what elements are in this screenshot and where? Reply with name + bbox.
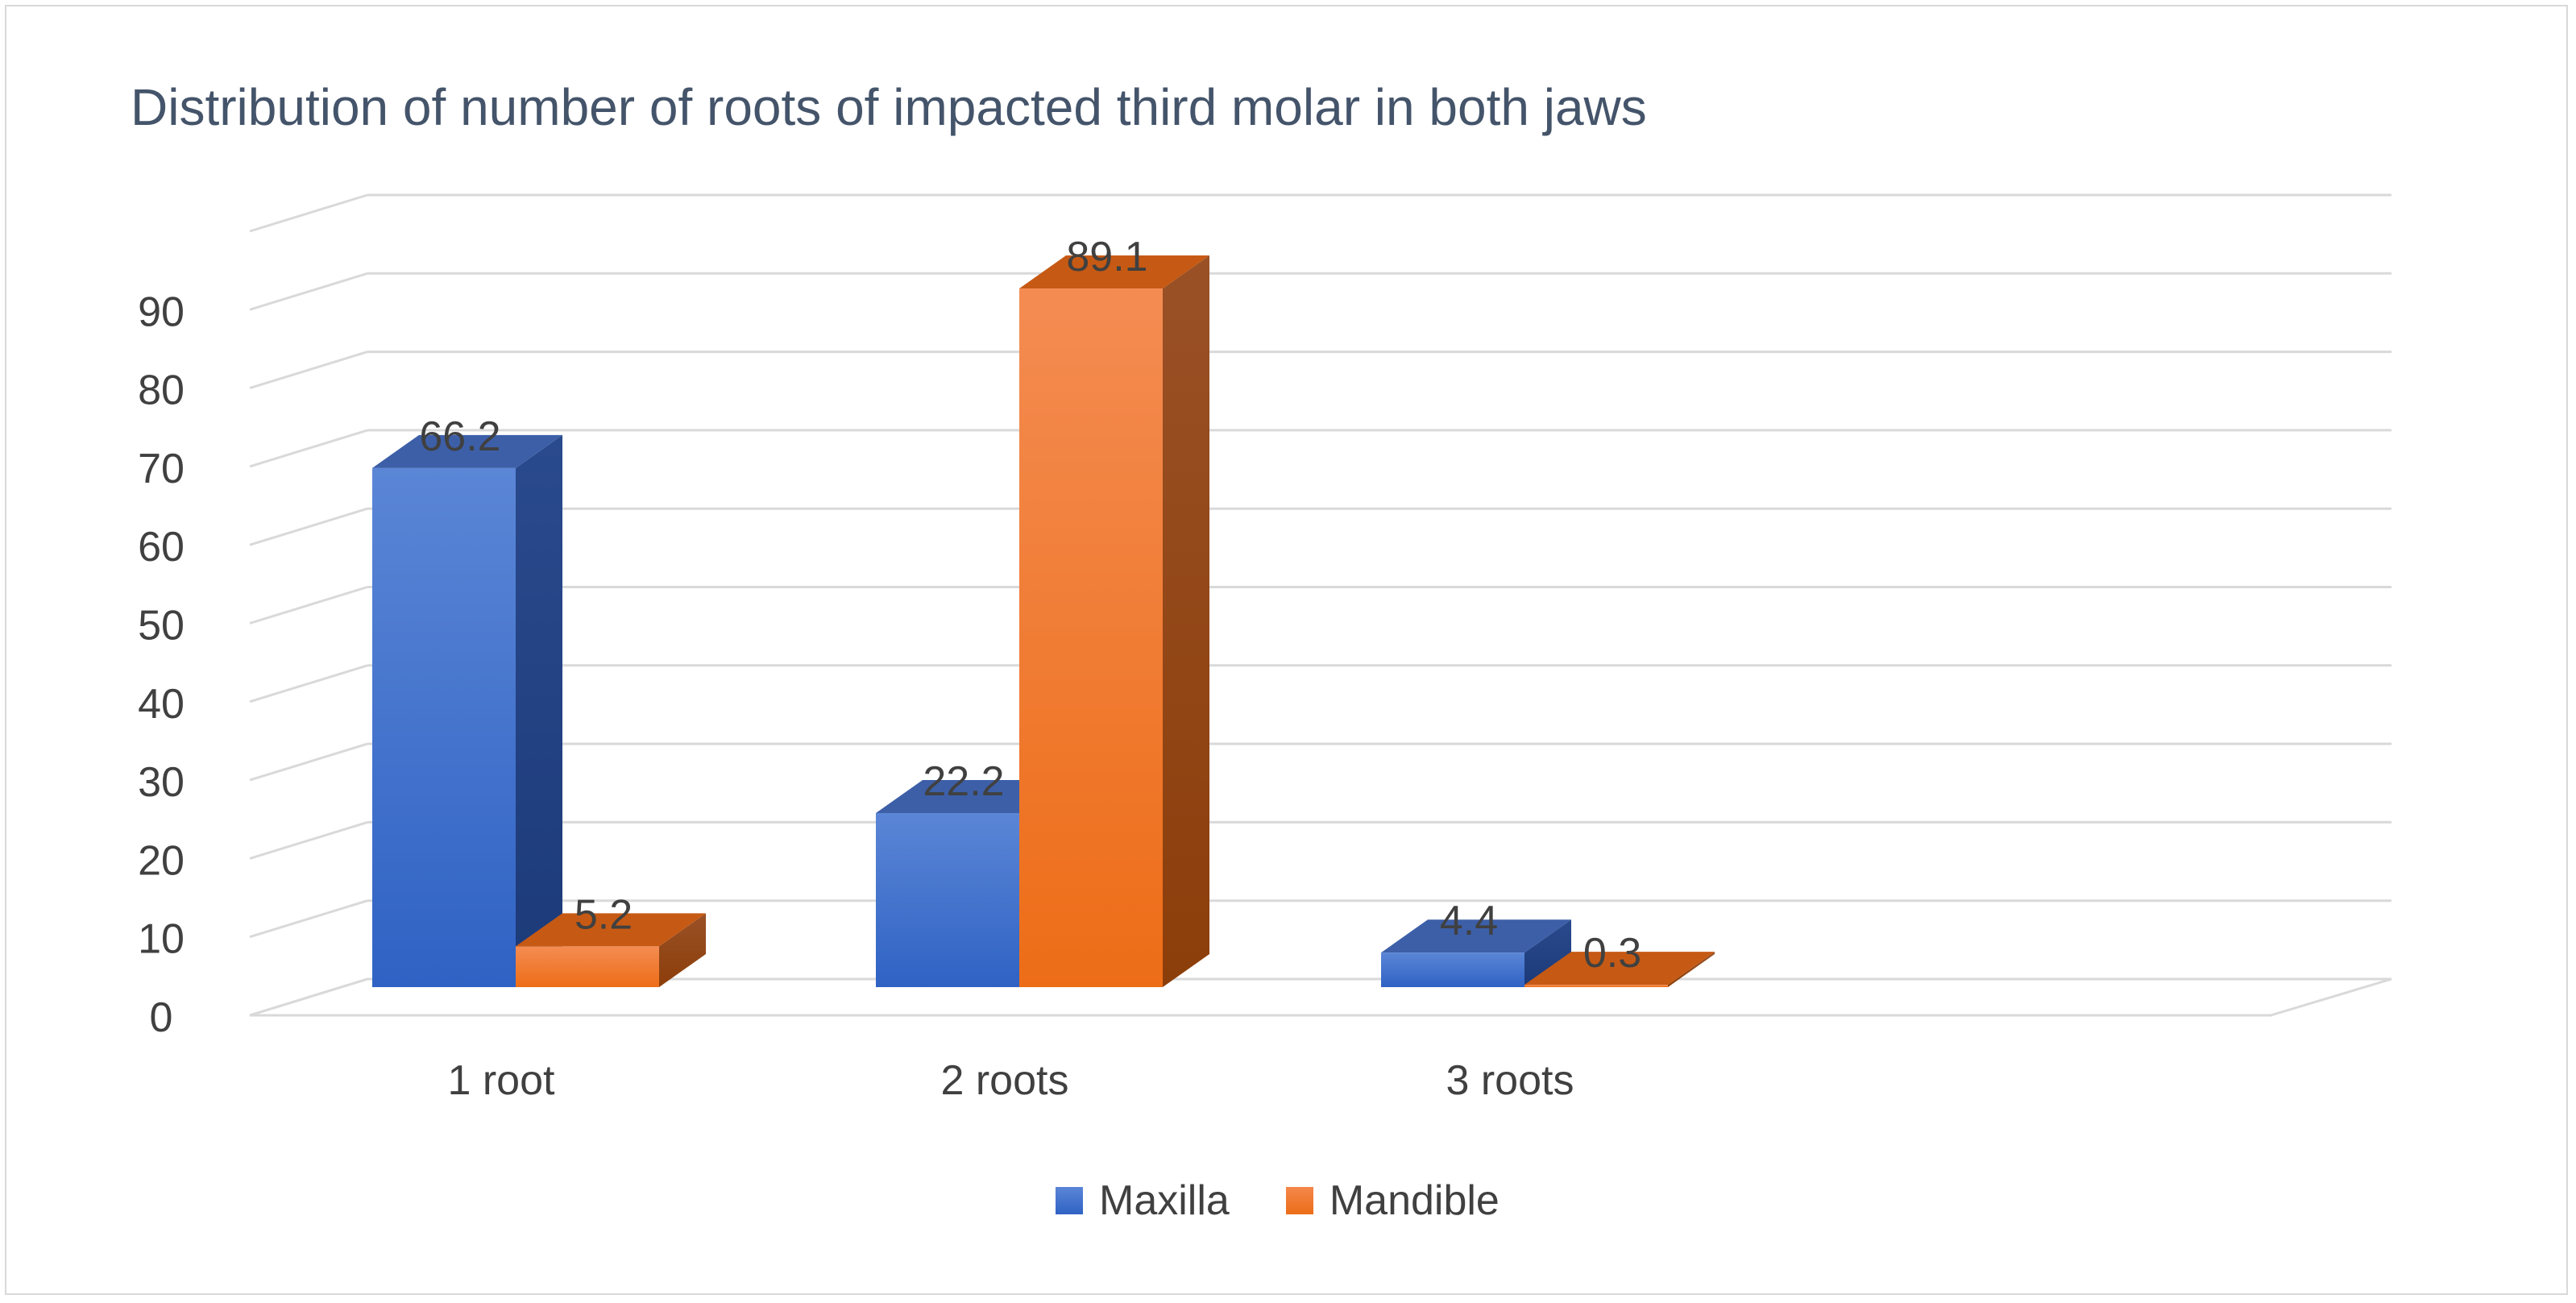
x-tick-label: 2 roots bbox=[941, 1057, 1069, 1104]
y-tick-label: 40 bbox=[138, 681, 185, 728]
bar-side-maxilla-1 bbox=[516, 434, 562, 987]
y-tick-label: 20 bbox=[138, 837, 185, 884]
gridline-side bbox=[249, 429, 368, 468]
y-tick-label: 90 bbox=[138, 288, 185, 335]
gridline-side bbox=[249, 586, 368, 625]
legend-swatch-mandible bbox=[1285, 1187, 1313, 1214]
bar-side-mandible-2 bbox=[1163, 255, 1209, 987]
value-label-mandible-3: 0.3 bbox=[1583, 930, 1641, 977]
legend-label-mandible: Mandible bbox=[1329, 1177, 1500, 1224]
y-tick-label: 50 bbox=[138, 603, 185, 649]
x-tick-label: 3 roots bbox=[1446, 1057, 1574, 1104]
legend-label-maxilla: Maxilla bbox=[1099, 1177, 1230, 1224]
y-tick-label: 80 bbox=[138, 367, 185, 414]
y-tick-label: 30 bbox=[138, 759, 185, 806]
gridline-side bbox=[249, 193, 368, 233]
y-tick-label: 10 bbox=[138, 916, 185, 963]
bar-top-mandible-1 bbox=[516, 913, 706, 947]
bar-side-mandible-1 bbox=[659, 913, 706, 987]
y-tick-label: 70 bbox=[138, 446, 185, 492]
value-label-maxilla-3: 4.4 bbox=[1440, 898, 1498, 944]
y-tick-label: 0 bbox=[150, 994, 173, 1041]
gridline-side bbox=[249, 272, 368, 311]
bar-top-maxilla-3 bbox=[1381, 919, 1571, 953]
gridline-side bbox=[249, 664, 368, 703]
y-tick-label: 60 bbox=[138, 524, 185, 571]
chart-title: Distribution of number of roots of impac… bbox=[131, 78, 1647, 136]
bar-top-mandible-2 bbox=[1019, 255, 1209, 289]
gridline-side bbox=[249, 507, 368, 546]
bar-mandible-1 bbox=[516, 946, 659, 987]
value-label-maxilla-1: 66.2 bbox=[419, 413, 500, 460]
gridline-side bbox=[249, 351, 368, 390]
bar-mandible-3 bbox=[1524, 985, 1668, 987]
bar-top-mandible-3 bbox=[1524, 952, 1715, 986]
value-label-maxilla-2: 22.2 bbox=[923, 758, 1004, 805]
bar-mandible-2 bbox=[1019, 288, 1163, 987]
gridline-side bbox=[249, 820, 368, 860]
bar-maxilla-2 bbox=[876, 812, 1019, 987]
legend: Maxilla Mandible bbox=[1056, 1176, 1556, 1225]
bar-maxilla-3 bbox=[1381, 952, 1524, 987]
value-label-mandible-1: 5.2 bbox=[575, 891, 633, 938]
x-tick-label: 1 root bbox=[448, 1057, 556, 1104]
legend-item-mandible: Mandible bbox=[1285, 1176, 1500, 1225]
bar-top-maxilla-2 bbox=[876, 779, 1066, 813]
bar-top-maxilla-1 bbox=[372, 434, 562, 468]
value-label-mandible-2: 89.1 bbox=[1066, 234, 1147, 280]
legend-item-maxilla: Maxilla bbox=[1056, 1176, 1230, 1225]
gridline-side bbox=[249, 742, 368, 782]
bar-side-mandible-3 bbox=[1668, 952, 1715, 987]
gridline-side bbox=[249, 977, 368, 1017]
bar-maxilla-1 bbox=[372, 467, 516, 987]
gridline-side bbox=[249, 899, 368, 939]
legend-swatch-maxilla bbox=[1056, 1187, 1083, 1214]
bar-side-maxilla-3 bbox=[1524, 919, 1571, 987]
